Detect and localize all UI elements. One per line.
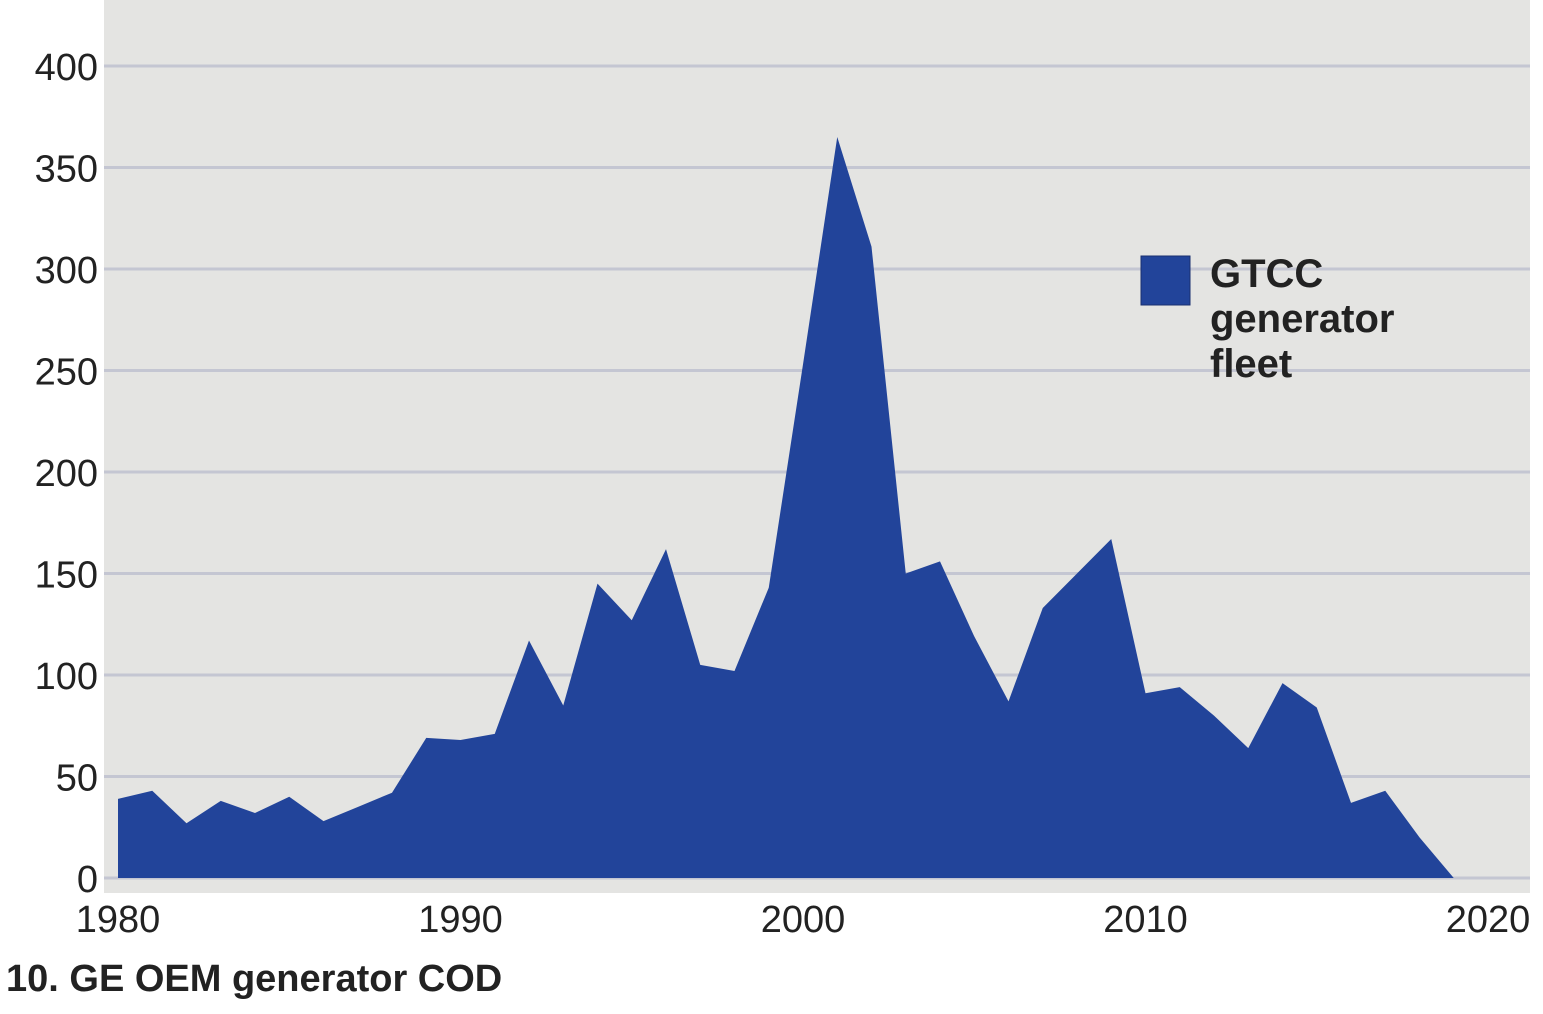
y-tick-label: 50	[56, 758, 98, 800]
x-tick-label: 1980	[76, 899, 161, 941]
y-tick-label: 150	[35, 555, 98, 597]
y-tick-label: 0	[77, 859, 98, 901]
x-tick-label: 2010	[1103, 899, 1188, 941]
caption: 10. GE OEM generator COD	[6, 958, 503, 1000]
y-tick-label: 350	[35, 149, 98, 191]
legend-swatch	[1140, 255, 1191, 306]
chart: 0 50 100 150 200 250 300 350 400 1980 1990 2000 2010…	[35, 0, 1531, 941]
y-tick-label: 200	[35, 453, 98, 495]
y-tick-label: 100	[35, 656, 98, 698]
area	[118, 137, 1454, 879]
y-tick-label: 250	[35, 352, 98, 394]
y-tick-label: 300	[35, 250, 98, 292]
x-tick-label: 2020	[1446, 899, 1531, 941]
x-tick-label: 1990	[418, 899, 503, 941]
legend-label: GTCC generator fleet	[1210, 252, 1395, 386]
y-tick-label: 400	[35, 47, 98, 89]
x-tick-label: 2000	[761, 899, 846, 941]
